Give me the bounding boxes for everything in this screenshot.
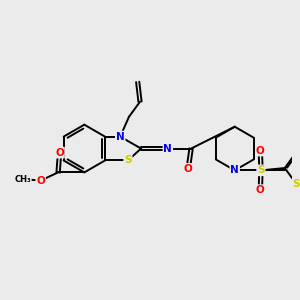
Text: O: O	[256, 146, 265, 156]
Text: N: N	[230, 165, 239, 176]
Text: N: N	[164, 143, 172, 154]
Text: O: O	[36, 176, 45, 186]
Text: O: O	[256, 185, 265, 195]
Text: S: S	[124, 155, 132, 166]
Text: CH₃: CH₃	[14, 175, 31, 184]
Text: O: O	[55, 148, 64, 158]
Text: S: S	[257, 165, 265, 176]
Text: O: O	[184, 164, 193, 174]
Text: S: S	[293, 179, 300, 189]
Text: N: N	[116, 132, 124, 142]
